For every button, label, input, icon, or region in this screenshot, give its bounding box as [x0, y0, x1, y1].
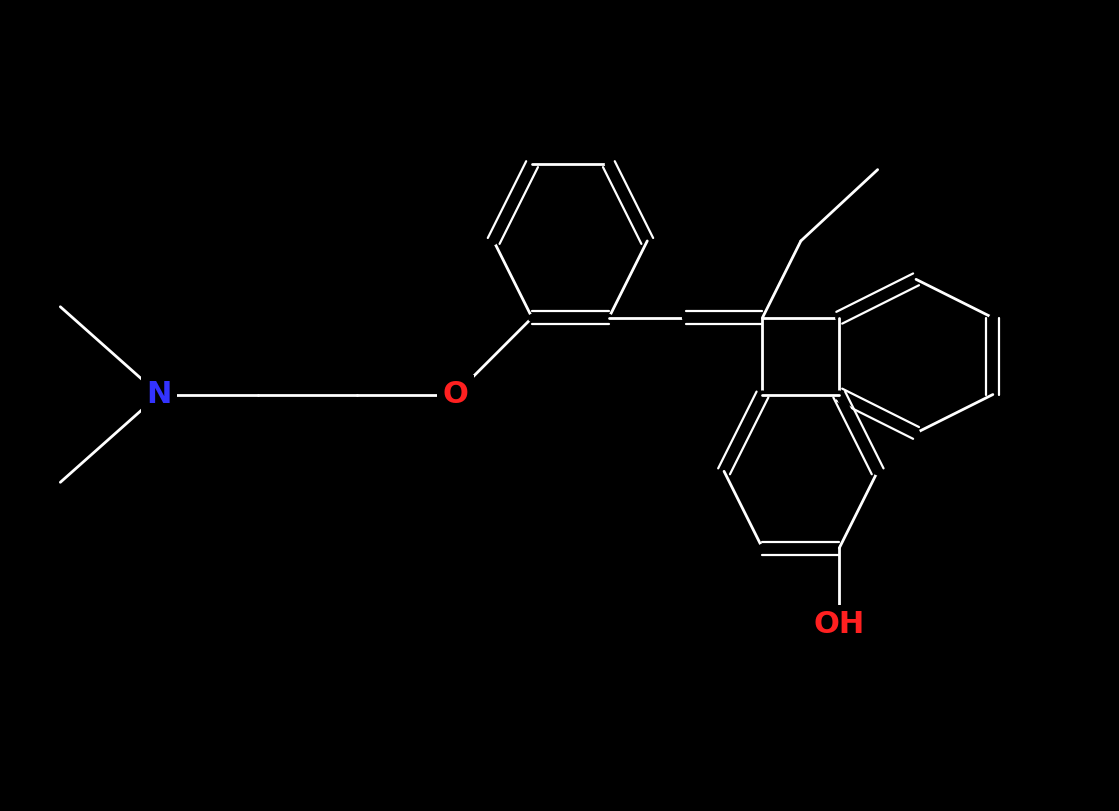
Text: OH: OH	[814, 611, 865, 639]
Text: O: O	[442, 380, 468, 409]
Text: N: N	[147, 380, 171, 409]
